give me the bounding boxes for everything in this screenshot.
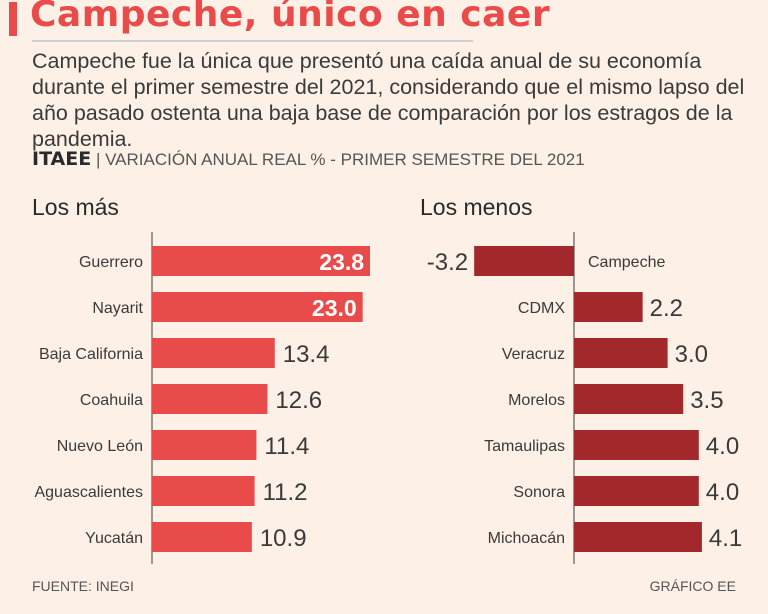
category-label-campeche: Campeche <box>588 254 665 271</box>
category-label-yucatan: Yucatán <box>85 530 143 547</box>
category-label-veracruz: Veracruz <box>502 346 565 363</box>
chart-subtitle: VARIACIÓN ANUAL REAL % - PRIMER SEMESTRE… <box>105 150 585 169</box>
bar-campeche <box>474 246 574 276</box>
value-label-aguascalientes: 11.2 <box>263 479 308 506</box>
category-label-coahuila: Coahuila <box>80 392 143 409</box>
bar-morelos <box>574 384 684 414</box>
right-bar-chart: -3.2 Campeche 2.2 CDMX 3.0 Veracruz 3.5 Morelos… <box>427 232 742 564</box>
bar-veracruz <box>574 338 668 368</box>
page-title: Campeche, único en caer <box>30 0 551 35</box>
credit-note: GRÁFICO EE <box>649 578 736 594</box>
value-label-campeche: -3.2 <box>427 249 468 276</box>
intro-paragraph: Campeche fue la única que presentó una c… <box>32 49 745 151</box>
bar-michoacan <box>574 522 702 552</box>
value-label-tamaulipas: 4.0 <box>706 433 739 460</box>
bar-baja-california <box>152 338 275 368</box>
category-label-tamaulipas: Tamaulipas <box>484 438 565 455</box>
category-label-morelos: Morelos <box>508 392 565 409</box>
category-label-nuevo-leon: Nuevo León <box>57 438 143 455</box>
bar-guerrero <box>152 246 370 276</box>
bar-nayarit <box>152 292 363 322</box>
value-label-michoacan: 4.1 <box>709 525 742 552</box>
category-label-cdmx: CDMX <box>518 300 565 317</box>
indicator-line: ITAEE | VARIACIÓN ANUAL REAL % - PRIMER … <box>32 148 585 170</box>
category-label-guerrero: Guerrero <box>79 254 143 271</box>
right-chart-title: Los menos <box>420 194 533 220</box>
bar-aguascalientes <box>152 476 255 506</box>
bar-tamaulipas <box>574 430 699 460</box>
value-label-guerrero: 23.8 <box>319 249 364 275</box>
bar-yucatan <box>152 522 252 552</box>
left-chart-title: Los más <box>32 194 119 220</box>
value-label-morelos: 3.5 <box>690 387 723 414</box>
value-label-nuevo-leon: 11.4 <box>264 433 309 460</box>
source-note: FUENTE: INEGI <box>32 578 134 594</box>
category-label-baja-california: Baja California <box>39 346 143 363</box>
bar-sonora <box>574 476 699 506</box>
value-label-coahuila: 12.6 <box>275 387 322 414</box>
title-accent-bar <box>9 2 17 36</box>
value-label-cdmx: 2.2 <box>650 295 683 322</box>
value-label-sonora: 4.0 <box>706 479 739 506</box>
bar-coahuila <box>152 384 268 414</box>
category-label-aguascalientes: Aguascalientes <box>34 484 143 501</box>
bar-nuevo-leon <box>152 430 257 460</box>
left-bar-chart: Guerrero 23.8 Nayarit 23.0 Baja California 13… <box>34 232 370 564</box>
value-label-veracruz: 3.0 <box>675 341 708 368</box>
category-label-michoacan: Michoacán <box>488 530 565 547</box>
value-label-nayarit: 23.0 <box>312 295 357 321</box>
indicator-name: ITAEE <box>32 148 92 170</box>
title-underline <box>32 40 473 42</box>
category-label-sonora: Sonora <box>513 484 565 501</box>
value-label-baja-california: 13.4 <box>283 341 330 368</box>
bar-cdmx <box>574 292 643 322</box>
indicator-separator: | <box>95 150 101 169</box>
category-label-nayarit: Nayarit <box>92 300 143 317</box>
value-label-yucatan: 10.9 <box>260 525 307 552</box>
